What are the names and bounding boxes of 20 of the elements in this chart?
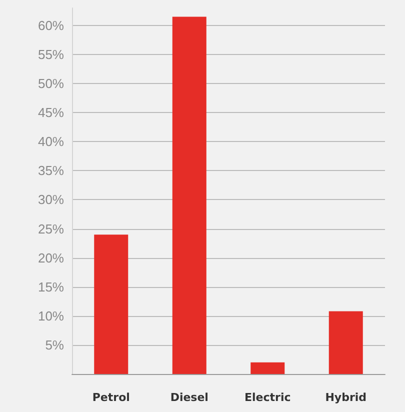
x-tick-label: Hybrid <box>325 391 367 404</box>
y-tick-label: 25% <box>38 221 64 236</box>
y-tick-label: 20% <box>38 250 64 266</box>
bar <box>328 311 363 374</box>
y-tick-label: 10% <box>38 308 64 324</box>
x-tick-label: Diesel <box>170 391 208 404</box>
y-tick-label: 30% <box>38 192 64 208</box>
y-tick-label: 5% <box>45 337 64 352</box>
bar <box>172 16 206 374</box>
y-tick-label: 35% <box>38 163 64 178</box>
y-tick-label: 50% <box>38 76 64 92</box>
y-tick-label: 55% <box>38 46 64 62</box>
y-tick-label: 60% <box>38 18 64 33</box>
x-tick-label: Electric <box>244 391 291 404</box>
y-tick-label: 40% <box>38 134 64 150</box>
bar <box>94 234 128 374</box>
x-tick-label: Petrol <box>92 391 130 404</box>
y-tick-label: 15% <box>38 279 64 294</box>
y-tick-label: 45% <box>38 105 64 120</box>
bar <box>250 362 285 374</box>
